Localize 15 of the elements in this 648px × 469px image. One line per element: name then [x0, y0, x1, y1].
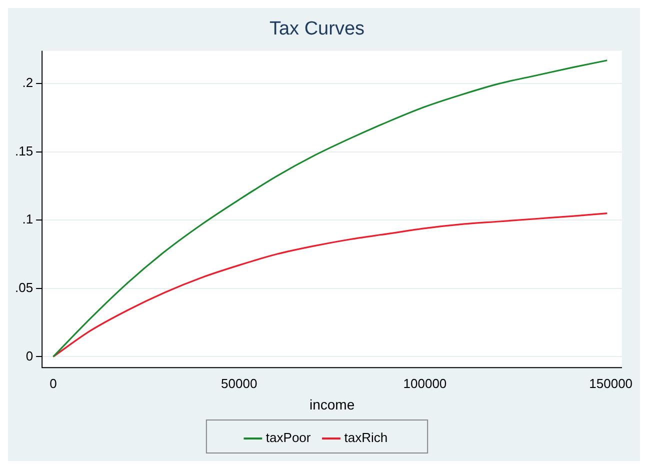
legend-label: taxRich: [344, 430, 388, 446]
x-tick-label: 0: [50, 376, 57, 391]
y-tick-label: .1: [22, 212, 34, 227]
y-tick-label: .05: [14, 280, 34, 295]
line-series: [52, 60, 608, 358]
y-tick-label: .15: [14, 143, 34, 158]
y-tick-label: 0: [26, 348, 34, 364]
x-tick-label: 100000: [403, 376, 447, 391]
y-tick-label: .2: [22, 75, 34, 90]
x-axis-title: income: [309, 396, 355, 412]
x-tick-label: 50000: [221, 376, 258, 391]
x-tick-label: 150000: [589, 376, 633, 391]
legend-label: taxPoor: [266, 430, 312, 446]
line-series: [52, 212, 608, 358]
chart-title: Tax Curves: [269, 18, 365, 40]
